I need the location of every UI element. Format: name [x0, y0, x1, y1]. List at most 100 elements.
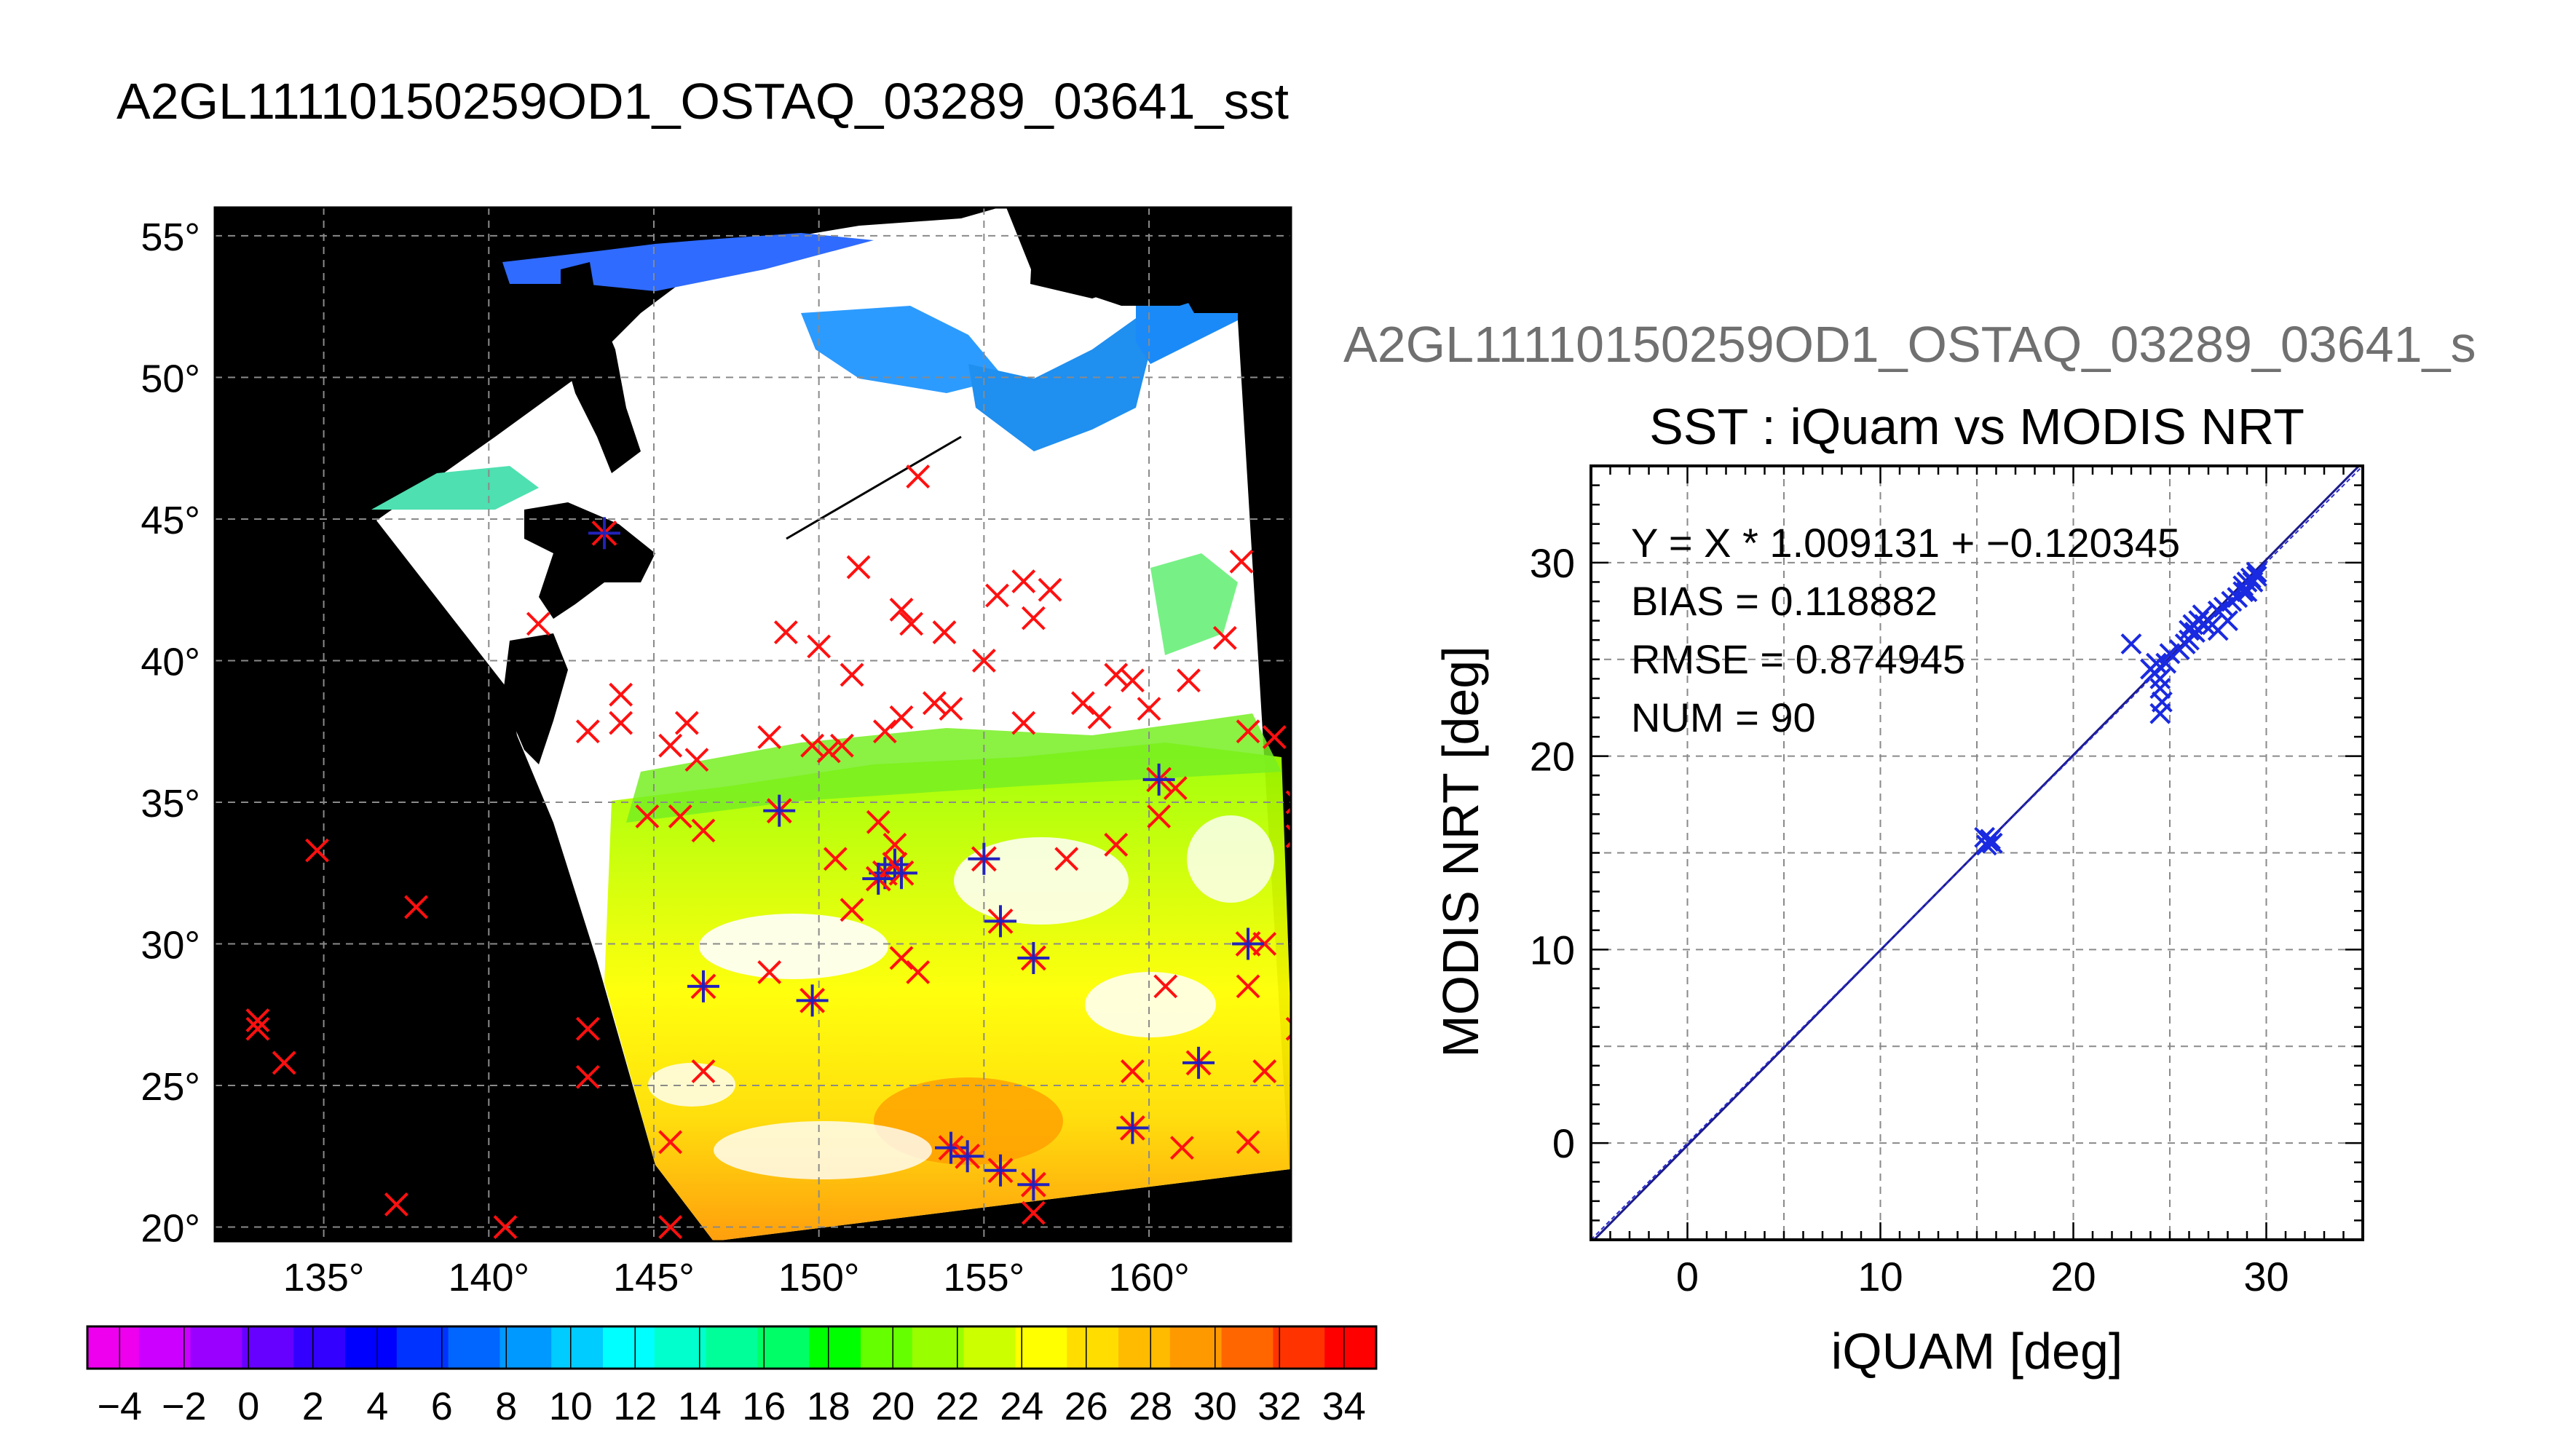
- iquam-marker: [245, 1016, 270, 1041]
- iquam-marker: [1137, 697, 1161, 721]
- colorbar-cell: [1118, 1326, 1171, 1369]
- scatter-x-tick-label: 30: [2243, 1254, 2289, 1299]
- cloud-patch: [1187, 815, 1274, 903]
- scatter-point: [2246, 561, 2267, 583]
- scatter-header: A2GL11110150259OD1_OSTAQ_03289_03641_s: [1343, 316, 2476, 373]
- iquam-marker: [922, 691, 947, 716]
- scatter-stat-line: Y = X * 1.009131 + −0.120345: [1631, 520, 2180, 566]
- scatter-point: [2217, 610, 2238, 632]
- iquam-marker: [866, 810, 891, 834]
- colorbar-cell: [603, 1326, 655, 1369]
- scatter-y-tick-label: 20: [1530, 734, 1575, 780]
- colorbar-cell: [706, 1326, 758, 1369]
- iquam-marker: [1104, 662, 1129, 687]
- iquam-marker: [1011, 711, 1036, 735]
- iquam-marker: [882, 832, 907, 857]
- map-lat-tick-label: 30°: [141, 924, 200, 968]
- map-lat-tick-label: 45°: [141, 499, 200, 542]
- sst-field-hokkaido-green: [371, 466, 539, 510]
- iquam-marker: [899, 612, 924, 636]
- scatter-title: SST : iQuam vs MODIS NRT: [1649, 398, 2305, 455]
- iquam-marker: [829, 733, 854, 758]
- colorbar-cell: [448, 1326, 500, 1369]
- scatter-panel: SST : iQuam vs MODIS NRT 0 10 20 300102030 …: [1432, 398, 2364, 1380]
- colorbar-cell: [190, 1326, 242, 1369]
- colorbar-cell: [861, 1326, 913, 1369]
- iquam-marker: [932, 620, 957, 644]
- scatter-point: [2236, 581, 2258, 603]
- iquam-marker: [757, 960, 782, 984]
- map-lat-tick-label: 55°: [141, 215, 200, 259]
- colorbar-tick-label: −4: [97, 1385, 142, 1428]
- sst-field-green-band: [626, 713, 1282, 823]
- colorbar-tick-label: 24: [1000, 1385, 1043, 1428]
- map-markers-iquam: [245, 464, 1291, 1239]
- colorbar-cell: [1169, 1326, 1223, 1369]
- cloud-patch: [954, 837, 1129, 925]
- cloud-patch: [699, 914, 888, 979]
- iquam-marker: [609, 682, 633, 707]
- colorbar-cell: [551, 1326, 604, 1369]
- colorbar-cell: [757, 1326, 810, 1369]
- map-lon-tick-label: 140°: [448, 1256, 529, 1299]
- iquam-marker: [906, 960, 931, 984]
- iquam-marker: [985, 583, 1009, 608]
- iquam-marker: [889, 705, 914, 729]
- scatter-stat-line: RMSE = 0.874945: [1631, 636, 1965, 682]
- colorbar-tick-label: −2: [162, 1385, 207, 1428]
- colorbar-tick-label: 30: [1193, 1385, 1237, 1428]
- iquam-marker: [1104, 832, 1129, 857]
- colorbar-cell: [396, 1326, 449, 1369]
- scatter-point: [2221, 590, 2243, 612]
- cloud-edge-line: [786, 435, 962, 540]
- colorbar-tick-label: 6: [431, 1385, 453, 1428]
- colorbar-tick-label: 2: [302, 1385, 324, 1428]
- iquam-marker: [245, 1008, 270, 1032]
- scatter-x-tick-label: 0: [1676, 1254, 1699, 1299]
- colorbar-tick-label: 28: [1129, 1385, 1172, 1428]
- iquam-marker: [1163, 776, 1188, 800]
- scatter-stat-line: NUM = 90: [1631, 695, 1816, 740]
- colorbar-cell: [1273, 1326, 1325, 1369]
- map-panel: 135° 140° 145° 150° 155° 160° 55° 50° 45° 40° 35° 3…: [141, 206, 1292, 1299]
- scatter-points: [1974, 561, 2267, 856]
- iquam-marker: [1011, 569, 1036, 593]
- iquam-marker: [1153, 974, 1178, 999]
- map-lon-tick-label: 160°: [1108, 1256, 1190, 1299]
- sst-field-okhotsk: [801, 306, 1005, 393]
- land-honshu: [502, 633, 568, 764]
- colorbar-tick-label: 26: [1065, 1385, 1108, 1428]
- iquam-marker: [1229, 549, 1254, 574]
- colorbar-cell: [1221, 1326, 1273, 1369]
- iquam-marker: [889, 598, 914, 622]
- colorbar-cell: [87, 1326, 140, 1369]
- map-lat-tick-label: 20°: [141, 1207, 200, 1251]
- land-north-coast: [1006, 207, 1291, 306]
- scatter-point: [2155, 652, 2177, 674]
- iquam-marker: [1120, 668, 1145, 693]
- colorbar-tick-label: 8: [495, 1385, 517, 1428]
- sst-field-kuril: [968, 298, 1180, 451]
- iquam-marker: [1038, 577, 1062, 602]
- colorbar-tick-label: 0: [237, 1385, 259, 1428]
- iquam-marker: [1070, 691, 1095, 716]
- map-lat-tick-label: 50°: [141, 357, 200, 400]
- iquam-marker: [1087, 705, 1112, 729]
- iquam-marker: [906, 464, 931, 489]
- iquam-marker: [1262, 725, 1287, 749]
- scatter-x-tick-label: 10: [1857, 1254, 1903, 1299]
- iquam-marker: [609, 711, 633, 735]
- scatter-x-axis-label: iQUAM [deg]: [1831, 1323, 2123, 1380]
- scatter-point: [2149, 668, 2171, 689]
- map-lon-tick-label: 155°: [944, 1256, 1025, 1299]
- iquam-marker: [684, 748, 709, 772]
- colorbar-cell: [912, 1326, 965, 1369]
- colorbar-cell: [345, 1326, 398, 1369]
- map-gridlines: [215, 207, 1291, 1241]
- iquam-marker: [757, 725, 782, 749]
- scatter-ticks: 0 10 20 30 0 10 20 30: [1530, 464, 2364, 1299]
- scatter-stats: Y = X * 1.009131 + −0.120345 BIAS = 0.118…: [1631, 520, 2180, 740]
- colorbar-frame: [86, 1325, 1378, 1370]
- iquam-marker: [889, 946, 914, 970]
